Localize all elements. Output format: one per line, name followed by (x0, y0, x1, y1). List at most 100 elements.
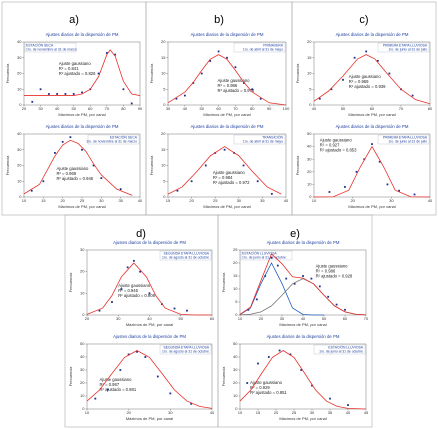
legend-text: 1ro. de junio al 31 de julio (388, 139, 427, 143)
chart-title: Ajustes diarios de la dispersión de PM (46, 124, 119, 129)
legend-box (233, 134, 286, 145)
fit-curve (239, 253, 367, 316)
annotation: Ajuste gaussiano (118, 283, 151, 288)
annotation: R² = 0.841 (59, 66, 79, 71)
y-tick-label: 5 (235, 299, 238, 304)
data-point (302, 275, 304, 277)
y-axis-label: Frecuencia (68, 272, 73, 293)
annotation: Ajuste gaussiano (349, 74, 382, 79)
y-tick-label: 0 (163, 102, 166, 107)
data-point (97, 72, 100, 75)
legend-text: ESTACIÓN LLUVIOSA (242, 250, 277, 255)
legend-text: 1ro. de noviembre al 31 de marzo (26, 47, 77, 51)
x-axis-label: Máximos de PM, por canal (348, 112, 395, 117)
y-axis-label: Frecuencia (5, 155, 10, 176)
data-point (119, 188, 122, 191)
x-tick-label: 20 (85, 316, 90, 321)
y-tick-label: 0 (19, 194, 22, 199)
x-axis-label: Máximos de PM, por canal (348, 204, 395, 209)
legend-text: SEGUNDA ETAPA LLUVIOSA (164, 251, 210, 255)
y-axis-label: Frecuencia (149, 63, 154, 84)
data-point (173, 307, 176, 310)
annotation: R² = 0.986 (316, 268, 336, 273)
data-point (335, 303, 338, 306)
x-tick-label: 30 (38, 106, 43, 111)
data-point (144, 356, 147, 358)
data-point (72, 93, 75, 95)
data-point (183, 94, 186, 97)
y-tick-label: 5 (163, 178, 166, 183)
legend-box (159, 250, 212, 261)
legend-text: 1ro. de abril al 31 de mayo (243, 47, 283, 51)
annotation: Ajuste gaussiano (250, 380, 283, 385)
legend-text: SEGUNDA ETAPA LLUVIOSA (164, 345, 210, 349)
data-point (209, 60, 212, 62)
x-tick-label: 35 (328, 410, 333, 415)
x-tick-label: 45 (364, 410, 369, 415)
x-tick-label: 40 (147, 316, 152, 321)
y-axis-label: Frecuencia (221, 272, 226, 293)
y-tick-label: 40 (17, 39, 22, 44)
fit-curve (239, 350, 367, 410)
fit-curve (86, 262, 212, 316)
data-point (64, 93, 67, 95)
legend-text: 1ro. de abril al 31 de mayo (243, 139, 283, 143)
x-tick-label: 30 (280, 316, 285, 321)
data-point (94, 397, 97, 400)
x-axis-label: Máximos de PM, por canal (279, 416, 326, 421)
data-point (127, 353, 130, 356)
data-point (310, 277, 313, 280)
y-tick-label: 20 (161, 39, 166, 44)
x-tick-label: 30 (237, 198, 242, 203)
data-point (176, 189, 179, 192)
legend-box (377, 42, 430, 53)
data-point (293, 282, 296, 285)
annotation: Ajuste gaussiano (59, 61, 92, 66)
panel-label: e) (290, 228, 300, 240)
data-point (256, 180, 259, 183)
annotation: R² ajustado = 0.826 (59, 71, 96, 76)
x-tick-label: 80 (121, 106, 126, 111)
data-point (267, 356, 270, 358)
data-point (39, 88, 42, 91)
data-point (270, 192, 273, 195)
data-point (330, 88, 333, 91)
y-tick-label: 10 (17, 86, 22, 91)
x-tick-label: 60 (343, 316, 348, 321)
data-point (246, 382, 249, 384)
x-axis-label: Máximos de PM, por canal (203, 204, 250, 209)
annotation: R² ajustado = 0.946 (56, 176, 93, 181)
data-point (106, 388, 109, 391)
x-tick-label: 15 (166, 198, 171, 203)
data-point (169, 392, 172, 395)
x-axis-label: Máximos de PM, por canal (126, 416, 173, 421)
legend-text: ESTACIÓN LLUVIOSA (328, 344, 363, 349)
data-point (42, 180, 45, 183)
x-tick-label: 20 (22, 106, 27, 111)
data-point (388, 72, 391, 75)
legend-box (377, 134, 430, 145)
x-tick-label: 25 (292, 410, 297, 415)
data-point (190, 402, 193, 405)
data-point (344, 186, 346, 188)
x-axis-label: Máximos de PM, por canal (126, 322, 173, 327)
data-point (100, 177, 103, 179)
x-tick-label: 15 (256, 410, 261, 415)
x-tick-label: 30 (389, 198, 394, 203)
annotation: R² ajustado = 0.851 (250, 390, 287, 395)
y-tick-label: 10 (307, 71, 312, 76)
plot-frame (86, 343, 213, 410)
y-tick-label: 30 (80, 367, 85, 372)
data-point (130, 102, 133, 105)
chart-title: Ajustes diarios de la dispersión de PM (113, 334, 186, 339)
data-point (190, 180, 193, 183)
data-point (247, 308, 250, 311)
fit-curve (167, 54, 287, 106)
data-point (371, 143, 373, 145)
data-point (398, 189, 400, 192)
chart-title: Ajustes diarios de la dispersión de PM (191, 124, 264, 129)
y-tick-label: 10 (233, 393, 238, 398)
x-tick-label: 30 (168, 410, 173, 415)
annotation: Ajuste gaussiano (56, 166, 89, 171)
y-tick-label: 15 (161, 147, 166, 152)
